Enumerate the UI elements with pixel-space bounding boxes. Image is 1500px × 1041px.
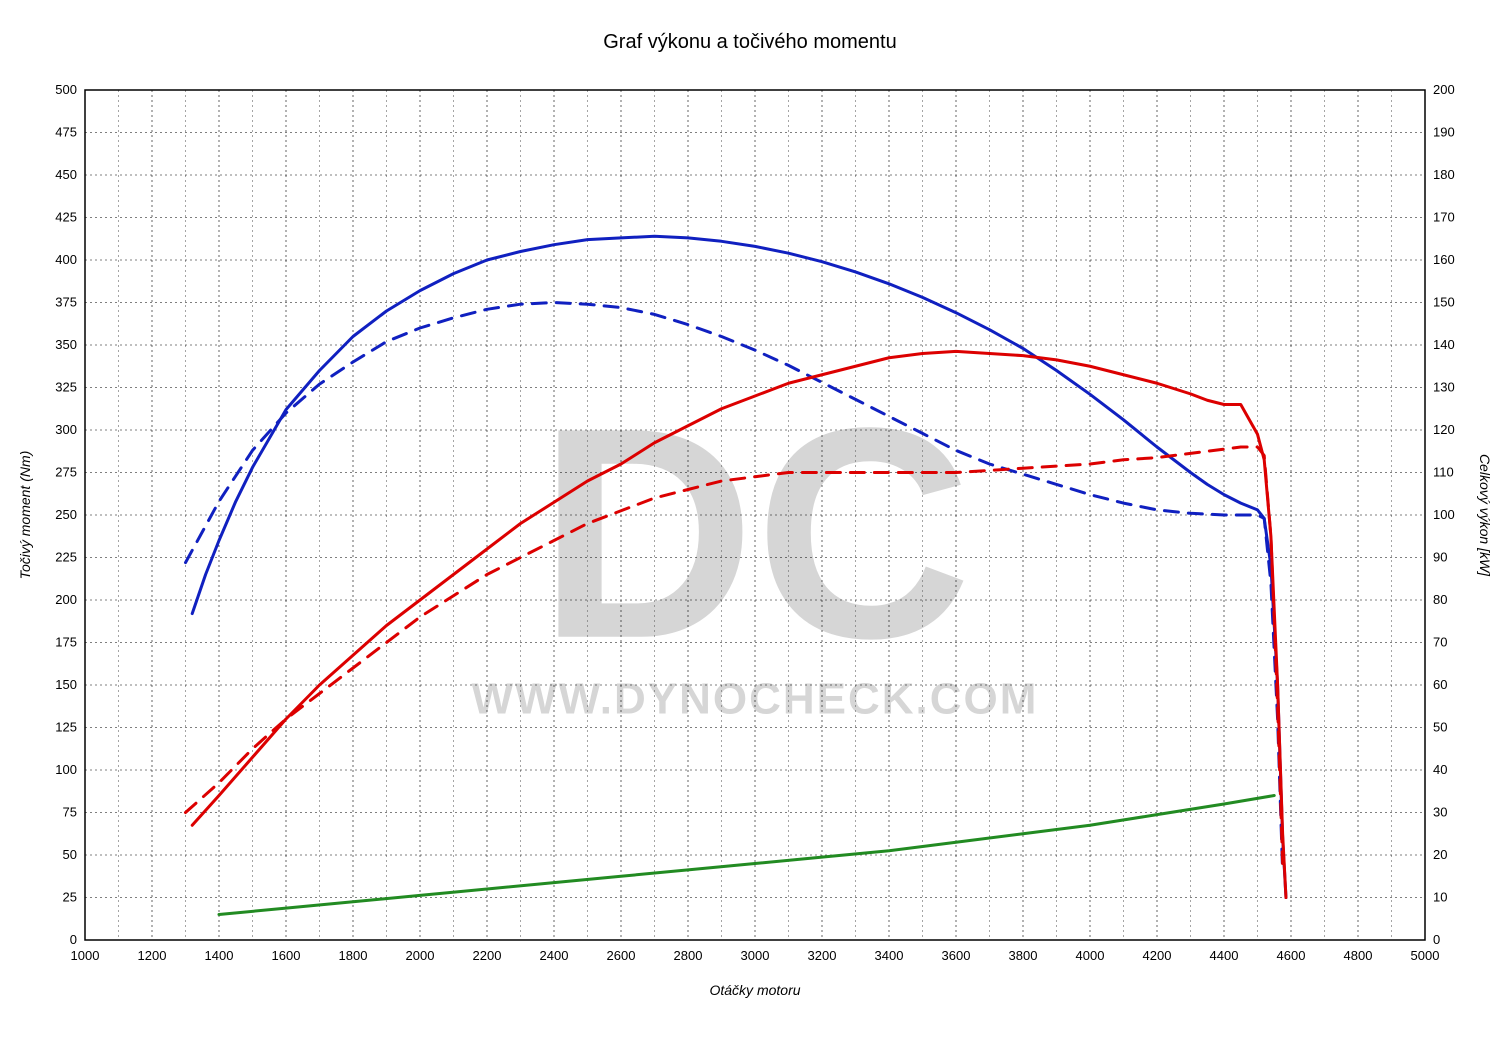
svg-text:1400: 1400 bbox=[205, 948, 234, 963]
svg-text:190: 190 bbox=[1433, 125, 1455, 140]
svg-text:2400: 2400 bbox=[540, 948, 569, 963]
svg-text:50: 50 bbox=[1433, 720, 1447, 735]
dyno-chart: DCWWW.DYNOCHECK.COM100012001400160018002… bbox=[0, 0, 1500, 1041]
svg-text:75: 75 bbox=[63, 805, 77, 820]
svg-text:450: 450 bbox=[55, 167, 77, 182]
watermark: DCWWW.DYNOCHECK.COM bbox=[472, 365, 1039, 724]
svg-text:140: 140 bbox=[1433, 337, 1455, 352]
svg-text:30: 30 bbox=[1433, 805, 1447, 820]
svg-text:1200: 1200 bbox=[138, 948, 167, 963]
svg-text:150: 150 bbox=[1433, 295, 1455, 310]
svg-text:375: 375 bbox=[55, 295, 77, 310]
y-right-label: Celkový výkon [kW] bbox=[1477, 454, 1493, 577]
svg-text:400: 400 bbox=[55, 252, 77, 267]
svg-text:2600: 2600 bbox=[607, 948, 636, 963]
svg-text:150: 150 bbox=[55, 677, 77, 692]
svg-text:160: 160 bbox=[1433, 252, 1455, 267]
svg-text:20: 20 bbox=[1433, 847, 1447, 862]
svg-text:500: 500 bbox=[55, 82, 77, 97]
svg-text:4200: 4200 bbox=[1143, 948, 1172, 963]
svg-text:225: 225 bbox=[55, 550, 77, 565]
svg-text:4800: 4800 bbox=[1344, 948, 1373, 963]
svg-text:70: 70 bbox=[1433, 635, 1447, 650]
svg-text:275: 275 bbox=[55, 465, 77, 480]
y-left-label: Točivý moment (Nm) bbox=[17, 451, 33, 580]
svg-text:90: 90 bbox=[1433, 550, 1447, 565]
svg-text:350: 350 bbox=[55, 337, 77, 352]
svg-text:3200: 3200 bbox=[808, 948, 837, 963]
svg-text:2800: 2800 bbox=[674, 948, 703, 963]
svg-text:0: 0 bbox=[70, 932, 77, 947]
svg-text:1600: 1600 bbox=[272, 948, 301, 963]
svg-text:3400: 3400 bbox=[875, 948, 904, 963]
svg-text:170: 170 bbox=[1433, 210, 1455, 225]
chart-svg: DCWWW.DYNOCHECK.COM100012001400160018002… bbox=[0, 0, 1500, 1041]
svg-text:40: 40 bbox=[1433, 762, 1447, 777]
svg-text:250: 250 bbox=[55, 507, 77, 522]
svg-text:1000: 1000 bbox=[71, 948, 100, 963]
svg-text:130: 130 bbox=[1433, 380, 1455, 395]
svg-text:3600: 3600 bbox=[942, 948, 971, 963]
svg-text:80: 80 bbox=[1433, 592, 1447, 607]
svg-text:100: 100 bbox=[55, 762, 77, 777]
svg-text:125: 125 bbox=[55, 720, 77, 735]
svg-text:200: 200 bbox=[1433, 82, 1455, 97]
svg-text:475: 475 bbox=[55, 125, 77, 140]
svg-text:120: 120 bbox=[1433, 422, 1455, 437]
svg-text:2200: 2200 bbox=[473, 948, 502, 963]
svg-text:0: 0 bbox=[1433, 932, 1440, 947]
svg-text:10: 10 bbox=[1433, 890, 1447, 905]
svg-text:2000: 2000 bbox=[406, 948, 435, 963]
svg-text:60: 60 bbox=[1433, 677, 1447, 692]
svg-text:4400: 4400 bbox=[1210, 948, 1239, 963]
svg-text:200: 200 bbox=[55, 592, 77, 607]
svg-text:5000: 5000 bbox=[1411, 948, 1440, 963]
svg-text:50: 50 bbox=[63, 847, 77, 862]
svg-text:3000: 3000 bbox=[741, 948, 770, 963]
svg-text:4000: 4000 bbox=[1076, 948, 1105, 963]
chart-title: Graf výkonu a točivého momentu bbox=[603, 31, 896, 53]
svg-text:1800: 1800 bbox=[339, 948, 368, 963]
svg-text:300: 300 bbox=[55, 422, 77, 437]
svg-text:25: 25 bbox=[63, 890, 77, 905]
svg-text:4600: 4600 bbox=[1277, 948, 1306, 963]
svg-text:325: 325 bbox=[55, 380, 77, 395]
svg-text:3800: 3800 bbox=[1009, 948, 1038, 963]
svg-text:175: 175 bbox=[55, 635, 77, 650]
svg-text:100: 100 bbox=[1433, 507, 1455, 522]
svg-text:425: 425 bbox=[55, 210, 77, 225]
x-axis-label: Otáčky motoru bbox=[709, 982, 800, 998]
svg-text:180: 180 bbox=[1433, 167, 1455, 182]
svg-text:110: 110 bbox=[1433, 465, 1454, 480]
